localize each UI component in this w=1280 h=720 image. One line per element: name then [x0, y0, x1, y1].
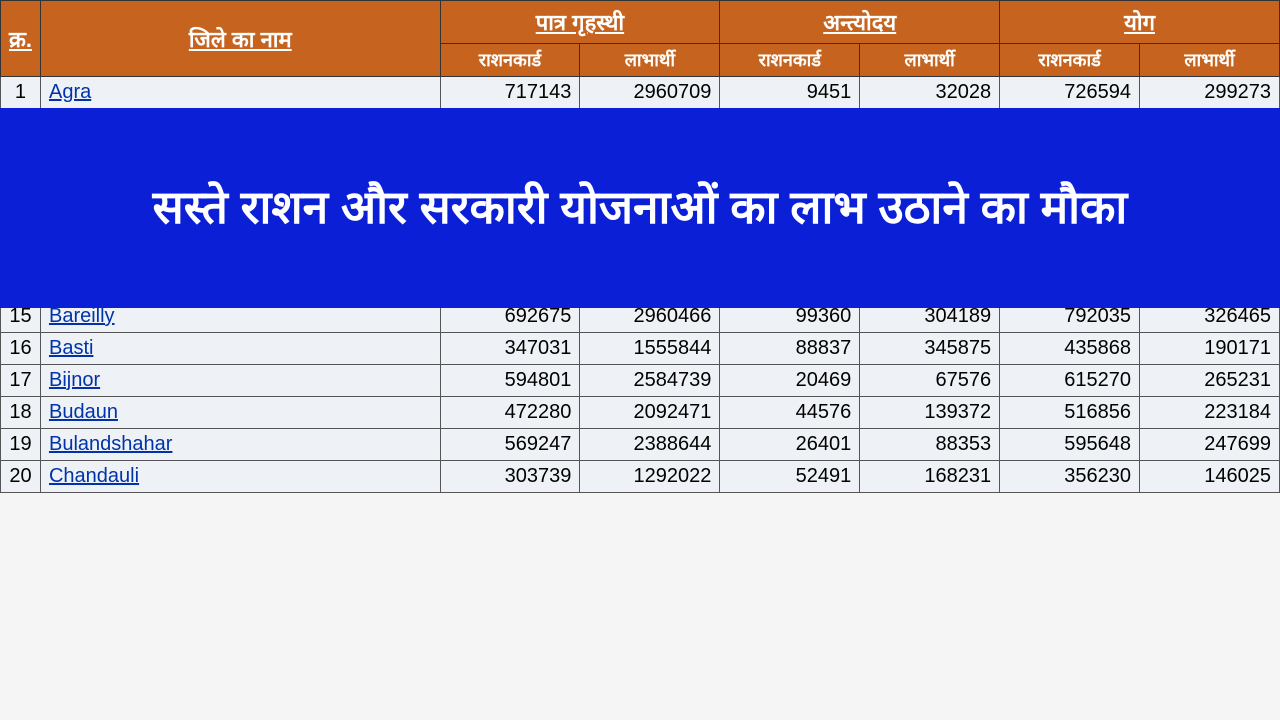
table-row: 19 Bulandshahar 56924723886442640188353595… — [1, 429, 1280, 461]
sub-card-1: राशनकार्ड — [440, 44, 580, 77]
cell-district: Basti — [40, 333, 440, 365]
table-row: 1 Agra 7171432960709945132028726594299273 — [1, 77, 1280, 109]
cell-value: 1555844 — [580, 333, 720, 365]
district-link[interactable]: Bulandshahar — [49, 433, 172, 455]
cell-value: 303739 — [440, 461, 580, 493]
cell-value: 435868 — [1000, 333, 1140, 365]
cell-sr: 20 — [1, 461, 41, 493]
header-group-total: योग — [1000, 1, 1280, 44]
cell-value: 615270 — [1000, 365, 1140, 397]
cell-value: 356230 — [1000, 461, 1140, 493]
cell-district: Bijnor — [40, 365, 440, 397]
district-link[interactable]: Budaun — [49, 401, 118, 423]
cell-value: 1292022 — [580, 461, 720, 493]
table-row: 18 Budaun 47228020924714457613937251685622… — [1, 397, 1280, 429]
cell-value: 168231 — [860, 461, 1000, 493]
cell-value: 2960709 — [580, 77, 720, 109]
cell-value: 347031 — [440, 333, 580, 365]
cell-value: 299273 — [1140, 77, 1280, 109]
cell-district: Agra — [40, 77, 440, 109]
cell-value: 345875 — [860, 333, 1000, 365]
promo-banner: सस्ते राशन और सरकारी योजनाओं का लाभ उठान… — [0, 108, 1280, 308]
cell-value: 67576 — [860, 365, 1000, 397]
cell-value: 247699 — [1140, 429, 1280, 461]
header-group-antyodaya: अन्त्योदय — [720, 1, 1000, 44]
cell-value: 190171 — [1140, 333, 1280, 365]
cell-value: 88353 — [860, 429, 1000, 461]
header-district: जिले का नाम — [40, 1, 440, 77]
cell-value: 2388644 — [580, 429, 720, 461]
header-group-eligible: पात्र गृहस्थी — [440, 1, 720, 44]
cell-value: 265231 — [1140, 365, 1280, 397]
banner-text: सस्ते राशन और सरकारी योजनाओं का लाभ उठान… — [153, 171, 1128, 245]
cell-sr: 18 — [1, 397, 41, 429]
sub-benef-1: लाभार्थी — [580, 44, 720, 77]
cell-value: 594801 — [440, 365, 580, 397]
cell-sr: 1 — [1, 77, 41, 109]
district-link[interactable]: Bijnor — [49, 369, 100, 391]
cell-value: 569247 — [440, 429, 580, 461]
cell-value: 223184 — [1140, 397, 1280, 429]
district-link[interactable]: Basti — [49, 337, 93, 359]
cell-sr: 16 — [1, 333, 41, 365]
cell-value: 472280 — [440, 397, 580, 429]
cell-value: 44576 — [720, 397, 860, 429]
cell-value: 9451 — [720, 77, 860, 109]
cell-sr: 17 — [1, 365, 41, 397]
cell-sr: 19 — [1, 429, 41, 461]
cell-value: 2092471 — [580, 397, 720, 429]
cell-value: 139372 — [860, 397, 1000, 429]
sub-benef-3: लाभार्थी — [1140, 44, 1280, 77]
district-link[interactable]: Agra — [49, 81, 91, 103]
cell-value: 516856 — [1000, 397, 1140, 429]
district-link[interactable]: Chandauli — [49, 465, 139, 487]
cell-value: 717143 — [440, 77, 580, 109]
cell-value: 52491 — [720, 461, 860, 493]
table-row: 20 Chandauli 30373912920225249116823135623… — [1, 461, 1280, 493]
cell-value: 595648 — [1000, 429, 1140, 461]
table-row: 17 Bijnor 59480125847392046967576615270265… — [1, 365, 1280, 397]
cell-value: 2584739 — [580, 365, 720, 397]
cell-value: 32028 — [860, 77, 1000, 109]
sub-card-2: राशनकार्ड — [720, 44, 860, 77]
table-row: 16 Basti 347031155584488837345875435868190… — [1, 333, 1280, 365]
cell-value: 146025 — [1140, 461, 1280, 493]
sub-card-3: राशनकार्ड — [1000, 44, 1140, 77]
district-link[interactable]: Bareilly — [49, 305, 115, 327]
cell-district: Bulandshahar — [40, 429, 440, 461]
cell-value: 26401 — [720, 429, 860, 461]
cell-value: 726594 — [1000, 77, 1140, 109]
header-sr: क्र. — [1, 1, 41, 77]
cell-district: Budaun — [40, 397, 440, 429]
sub-benef-2: लाभार्थी — [860, 44, 1000, 77]
cell-value: 20469 — [720, 365, 860, 397]
cell-value: 88837 — [720, 333, 860, 365]
cell-district: Chandauli — [40, 461, 440, 493]
